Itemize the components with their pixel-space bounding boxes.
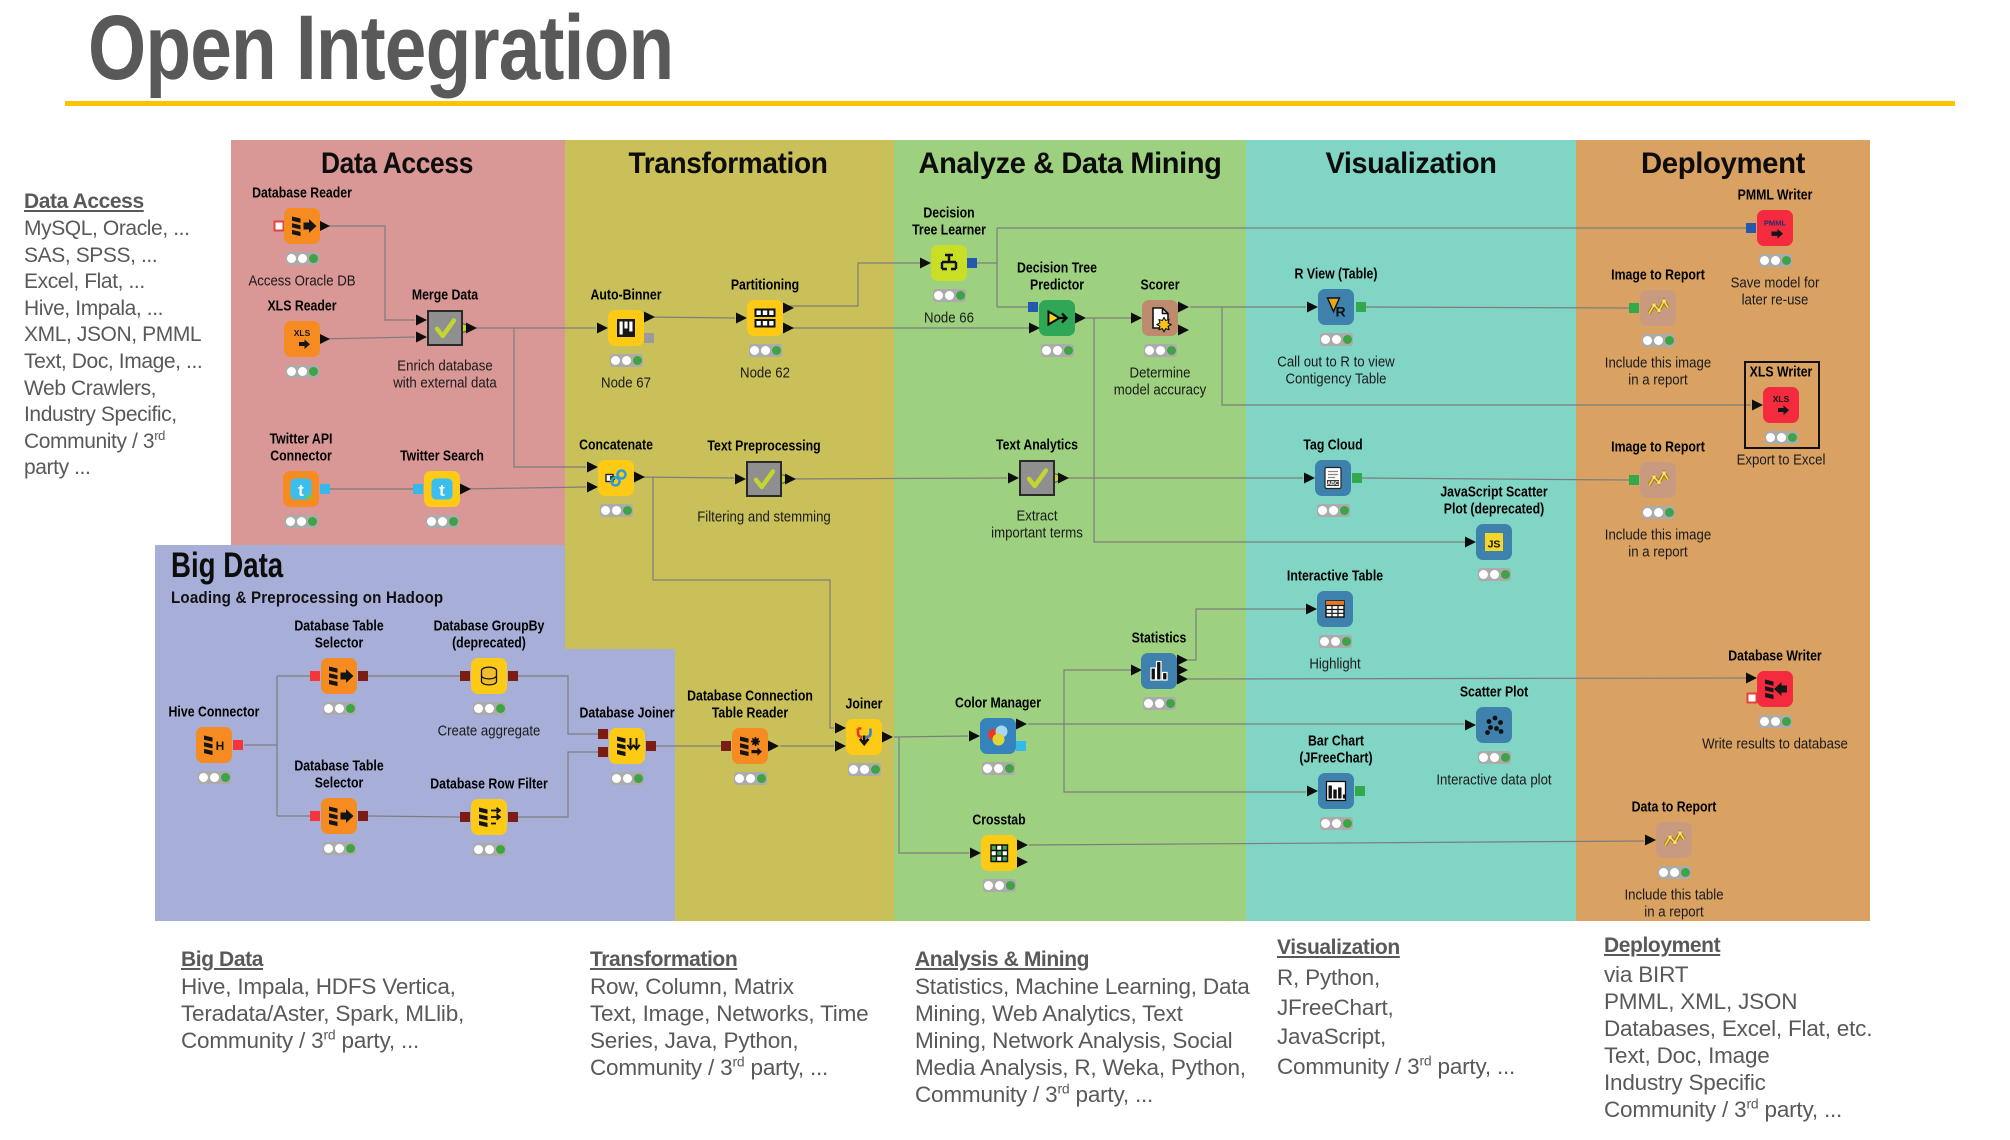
svg-text:t: t [439,481,445,500]
svg-text:PMML: PMML [1764,219,1787,228]
svg-text:JS: JS [1488,539,1501,551]
svg-text:H: H [216,739,225,753]
svg-text:XLS: XLS [294,328,311,338]
svg-text:XLS: XLS [1773,394,1790,404]
svg-text:t: t [298,481,304,500]
svg-text:R: R [1335,304,1345,320]
svg-text:ABC: ABC [1327,481,1339,487]
